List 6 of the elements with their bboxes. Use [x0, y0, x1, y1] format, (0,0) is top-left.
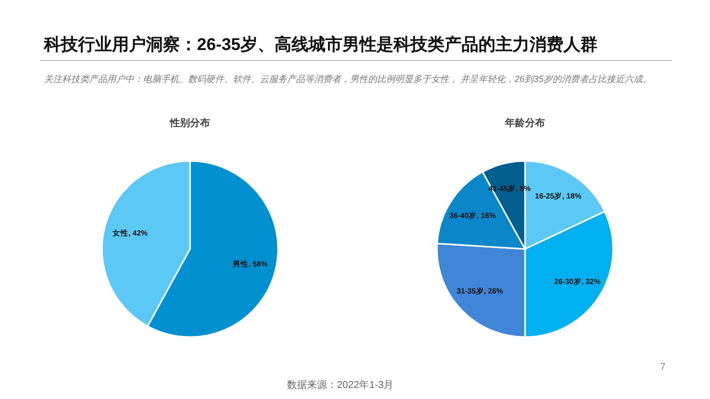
- text: 7: [660, 362, 666, 373]
- text: 科技行业用户洞察：26-35岁、高线城市男性是科技类产品的主力消费人群: [44, 34, 598, 56]
- chart-title: 性别分布: [169, 117, 210, 129]
- text: 关注科技类产品用户中：电脑手机、数码硬件、软件、云服务产品等消费者，男性的比例明显多于女性， 并呈年轻化，26到35岁的消费者占比接近六成。: [44, 73, 652, 86]
- source-note: 数据来源：2022年1-3月: [287, 378, 394, 392]
- chart-title: 年龄分布: [504, 117, 545, 129]
